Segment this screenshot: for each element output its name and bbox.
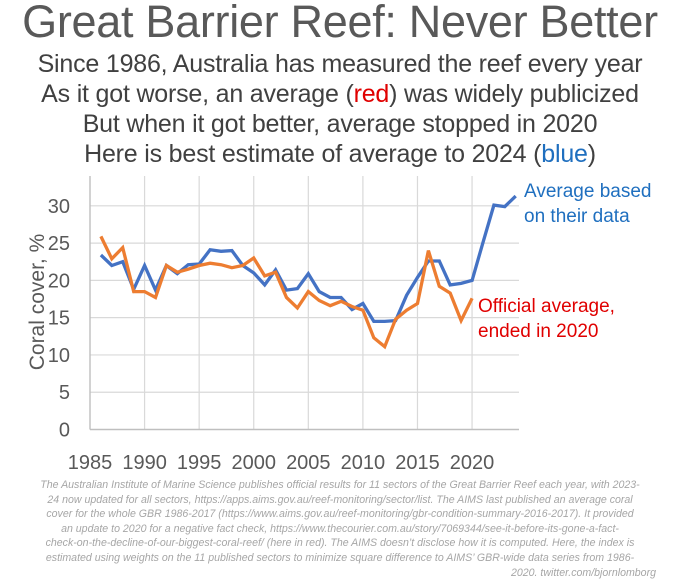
footnote-line: cover for the whole GBR 1986-2017 (https… <box>46 508 634 521</box>
axes <box>89 176 519 431</box>
y-tick-label: 30 <box>48 196 70 218</box>
x-tick-label: 1995 <box>177 452 222 474</box>
footnote-line: 24 now updated for all sectors, https://… <box>47 493 633 506</box>
subtitle-text: Here is best estimate of average to 2024… <box>84 140 542 168</box>
subtitle-line-1: Since 1986, Australia has measured the r… <box>0 50 680 79</box>
subtitle-text: ) was widely publicized <box>389 80 639 108</box>
series-annotations: Average based on their data Official ave… <box>478 181 651 342</box>
subtitle-line-3: But when it got better, average stopped … <box>0 110 680 139</box>
chart-title: Great Barrier Reef: Never Better <box>22 0 658 47</box>
x-tick-label: 2000 <box>231 452 276 474</box>
y-tick-label: 25 <box>48 233 70 255</box>
x-tick-label: 2015 <box>395 452 440 474</box>
x-tick-label: 2020 <box>450 452 495 474</box>
y-axis-label: Coral cover, % <box>26 234 49 371</box>
footnote-line: estimated using weights on the 11 publis… <box>45 551 635 564</box>
x-tick-label: 2005 <box>286 452 331 474</box>
y-tick-label: 15 <box>48 308 70 330</box>
subtitle-blue-keyword: blue <box>541 140 588 168</box>
x-axis-ticks: 1985 1990 1995 2000 2005 2010 2015 2020 <box>68 452 495 474</box>
blue-series-annotation-line-2: on their data <box>524 206 630 227</box>
footnote-line: The Australian Institute of Marine Scien… <box>40 479 640 491</box>
x-tick-label: 1985 <box>68 452 113 474</box>
subtitle-line-4: Here is best estimate of average to 2024… <box>0 140 680 169</box>
source-footnote: The Australian Institute of Marine Scien… <box>6 478 674 580</box>
subtitle-text: As it got worse, an average ( <box>41 80 354 108</box>
orange-series-line <box>99 235 474 350</box>
subtitle-red-keyword: red <box>353 80 390 108</box>
y-tick-label: 5 <box>59 382 70 404</box>
subtitle-text: Since 1986, Australia has measured the r… <box>37 50 643 78</box>
red-series-annotation-line-2: ended in 2020 <box>478 321 598 342</box>
footnote-line: 2020. twitter.com/bjornlomborg <box>510 566 656 579</box>
x-tick-label: 1990 <box>122 452 167 474</box>
gridlines <box>90 176 519 430</box>
blue-series-annotation-line-1: Average based <box>524 181 651 202</box>
subtitle-text: But when it got better, average stopped … <box>82 110 598 138</box>
footnote-line: an update to 2020 for a negative fact ch… <box>61 522 619 535</box>
red-series-annotation-line-1: Official average, <box>478 296 615 317</box>
subtitle-text: ) <box>587 140 596 168</box>
subtitle-line-2: As it got worse, an average (red) was wi… <box>0 80 680 109</box>
y-tick-label: 10 <box>48 345 70 367</box>
footnote-line: check-on-the-decline-of-our-biggest-cora… <box>45 537 635 550</box>
y-tick-label: 0 <box>59 420 70 442</box>
series-lines <box>99 194 517 350</box>
x-tick-label: 2010 <box>341 452 386 474</box>
y-axis-ticks: 0 5 10 15 20 25 30 <box>48 196 70 442</box>
y-tick-label: 20 <box>48 270 70 292</box>
